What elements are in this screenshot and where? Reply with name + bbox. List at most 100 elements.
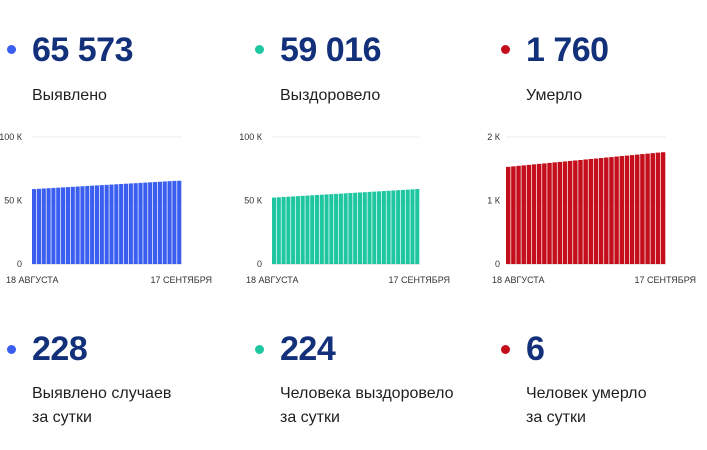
bar [635,154,640,264]
bar [367,191,372,264]
detected-total-value: 65 573 [32,31,134,69]
x-tick-label-start: 18 АВГУСТА [246,275,299,285]
bar [276,197,281,264]
recovered-chart: 100 К 50 К 0 18 АВГУСТА 17 СЕНТЯБРЯ [240,132,450,285]
y-tick-label: 50 К [244,196,263,206]
bar [573,160,578,264]
detected-dot-icon [7,45,16,54]
bar [593,158,599,264]
bar [128,183,133,264]
bar [562,161,568,264]
detected-column: 65 573 Выявлено 100 К 50 К 0 18 АВГУСТА 17 С… [0,0,235,450]
bar [90,185,95,264]
recovered-daily-value: 224 [280,330,336,368]
bar [386,190,391,264]
bar [410,189,415,264]
bar [353,192,358,264]
bar [400,189,405,264]
bar [133,183,138,264]
bar [272,197,277,264]
bar [281,196,286,264]
y-tick-label: 50 К [4,196,23,206]
bar [511,166,516,264]
bar [291,196,296,264]
bar [319,194,324,264]
bar [357,192,363,264]
bar [521,165,526,264]
bar [310,195,315,264]
bar [46,188,51,264]
bar [609,157,614,264]
died-daily-label-line2: за сутки [526,409,586,426]
bar [80,186,85,264]
y-tick-label: 0 [257,259,262,269]
bar [604,157,609,264]
bar [567,160,573,264]
x-tick-label-end: 17 СЕНТЯБРЯ [388,275,450,285]
bar [396,190,401,264]
bar [583,159,588,264]
bar [372,191,377,264]
y-tick-label: 0 [495,259,500,269]
bar [324,194,329,264]
recovered-daily-label-line2: за сутки [280,409,340,426]
bar [531,164,537,264]
bar [640,154,645,264]
recovered-total-label: Выздоровело [280,87,381,104]
died-daily-label-line1: Человек умерло [526,385,647,402]
recovered-daily-dot-icon [255,345,264,354]
detected-daily-label-line2: за сутки [32,409,92,426]
bar [624,155,630,264]
y-tick-label: 0 [17,259,22,269]
bar [75,186,80,264]
bar [542,163,547,264]
detected-daily-label-line1: Выявлено случаев [32,385,172,402]
y-tick-label: 1 К [487,196,501,206]
died-total-value: 1 760 [526,31,609,69]
bar [377,191,382,264]
bar [300,195,305,264]
bar [598,158,604,264]
bar [547,162,552,264]
recovered-total-value: 59 016 [280,31,382,69]
bar [51,187,56,264]
bar [143,182,148,264]
detected-daily-value: 228 [32,330,88,368]
bar [614,156,619,264]
bar [557,161,563,264]
bar [167,181,172,264]
bar [295,196,300,264]
bar [516,165,521,264]
bar [334,193,339,264]
bar [578,159,583,264]
bar [415,189,420,264]
bar [362,192,367,264]
bar [526,164,532,264]
bar [172,180,177,264]
bar [405,189,410,264]
bar [36,188,41,264]
died-daily-value: 6 [526,330,545,368]
bar [343,193,348,264]
bar [338,193,343,264]
died-total-label: Умерло [526,87,583,104]
bar [619,156,625,264]
bar [162,181,167,264]
bar [536,163,542,264]
x-tick-label-end: 17 СЕНТЯБРЯ [150,275,212,285]
bar [381,191,386,264]
bar [65,187,71,264]
bar [588,158,594,264]
bar [152,182,158,264]
bar [99,185,104,264]
bar [56,187,61,264]
bar [104,184,109,264]
bar [552,162,557,264]
bar [114,184,119,264]
y-tick-label: 2 К [487,132,501,142]
bar [177,180,182,264]
bar [660,152,666,264]
detected-total-label: Выявлено [32,87,107,104]
bar [157,181,162,264]
bar [650,153,655,264]
